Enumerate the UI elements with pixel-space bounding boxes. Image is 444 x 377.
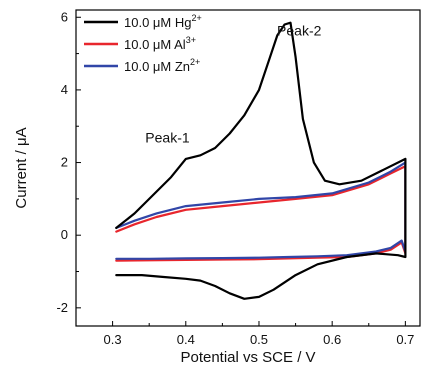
- x-axis-title: Potential vs SCE / V: [180, 349, 315, 366]
- x-tick-label: 0.7: [396, 332, 414, 347]
- x-tick-label: 0.5: [250, 332, 268, 347]
- peak-annotation: Peak-1: [145, 130, 190, 146]
- x-tick-label: 0.3: [104, 332, 122, 347]
- series-layer: [115, 21, 407, 300]
- annotations: Peak-1 Peak-2: [145, 22, 321, 145]
- series-line: [115, 21, 407, 300]
- x-tick-label: 0.6: [323, 332, 341, 347]
- legend-entry: 10.0 μM Zn2+: [124, 57, 200, 74]
- y-tick-label: 0: [61, 227, 68, 242]
- y-tick-label: 2: [61, 155, 68, 170]
- x-tick-label: 0.4: [177, 332, 195, 347]
- y-tick-label: 4: [61, 82, 68, 97]
- peak-annotation: Peak-2: [277, 22, 322, 38]
- y-tick-label: 6: [61, 9, 68, 24]
- legend: 10.0 μM Hg2+ 10.0 μM Al3+ 10.0 μM Zn2+: [84, 13, 202, 74]
- legend-entry: 10.0 μM Hg2+: [124, 13, 202, 30]
- ticks: 0.3 0.4 0.5 0.6 0.7 -2 0 2 4 6: [56, 9, 414, 347]
- y-tick-label: -2: [56, 300, 68, 315]
- labels: Potential vs SCE / V Current / μA: [13, 127, 316, 366]
- plot-frame: [75, 9, 421, 327]
- series-line: [115, 161, 407, 260]
- y-axis-title: Current / μA: [13, 127, 30, 208]
- legend-entry: 10.0 μM Al3+: [124, 35, 196, 52]
- axes: [75, 9, 421, 327]
